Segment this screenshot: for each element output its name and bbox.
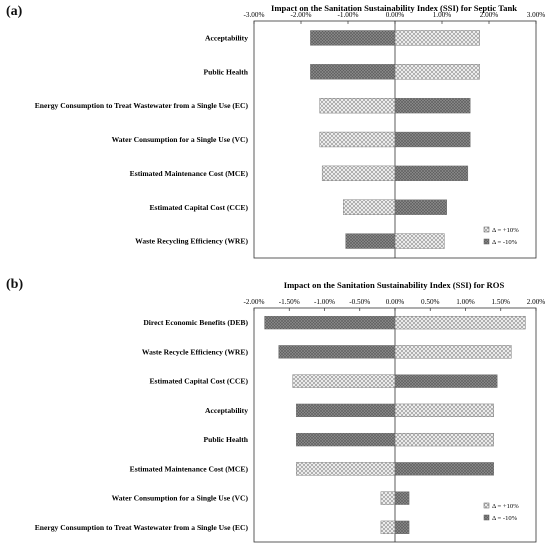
bar-minus-10	[296, 432, 396, 447]
tornado-chart-ros: Impact on the Sanitation Sustainability …	[35, 280, 546, 543]
legend-swatch	[483, 226, 490, 233]
legend-swatch	[483, 514, 490, 521]
x-tick-label: 0.50%	[421, 298, 440, 306]
category-label: Energy Consumption to Treat Wastewater f…	[35, 101, 249, 110]
x-tick-label: 3.00%	[527, 11, 546, 19]
bar-minus-10	[264, 315, 396, 330]
category-label: Estimated Maintenance Cost (MCE)	[130, 169, 249, 178]
category-label: Public Health	[203, 67, 248, 76]
panel-label-b: (b)	[6, 277, 24, 292]
x-tick-label: -2.00%	[291, 11, 312, 19]
bar-plus-10	[319, 131, 396, 148]
chart-panel-b: (b) Impact on the Sanitation Sustainabil…	[0, 273, 550, 546]
bar-minus-10	[345, 233, 396, 249]
category-label: Energy Consumption to Treat Wastewater f…	[35, 523, 249, 532]
bar-plus-10	[394, 315, 526, 330]
bar-minus-10	[310, 30, 396, 46]
bar-plus-10	[319, 97, 396, 114]
category-label: Waste Recycling Efficiency (WRE)	[135, 237, 248, 246]
bar-plus-10	[380, 520, 396, 535]
x-tick-label: 0.00%	[386, 11, 405, 19]
category-label: Waste Recycle Efficiency (WRE)	[142, 347, 249, 356]
bar-plus-10	[380, 491, 396, 505]
category-label: Water Consumption for a Single Use (VC)	[112, 494, 249, 503]
bar-plus-10	[394, 345, 512, 359]
chart-title: Impact on the Sanitation Sustainability …	[284, 280, 505, 290]
chart-title: Impact on the Sanitation Sustainability …	[271, 3, 517, 13]
x-tick-label: 0.00%	[386, 298, 405, 306]
category-label: Acceptability	[205, 406, 248, 415]
category-label: Estimated Capital Cost (CCE)	[149, 377, 248, 386]
bar-minus-10	[394, 199, 447, 215]
bar-plus-10	[394, 64, 480, 80]
category-label: Public Health	[203, 435, 248, 444]
category-label: Estimated Capital Cost (CCE)	[149, 203, 248, 212]
bar-minus-10	[394, 462, 494, 476]
bar-plus-10	[296, 462, 396, 476]
x-tick-label: 2.00%	[527, 298, 546, 306]
bar-plus-10	[394, 403, 494, 418]
bar-minus-10	[296, 403, 396, 418]
bar-minus-10	[394, 165, 469, 182]
bar-plus-10	[292, 374, 396, 388]
x-tick-label: -1.50%	[279, 298, 300, 306]
x-tick-label: -1.00%	[314, 298, 335, 306]
bar-plus-10	[321, 165, 396, 182]
bar-minus-10	[394, 97, 471, 114]
bar-plus-10	[394, 233, 445, 249]
x-tick-label: 2.00%	[480, 11, 499, 19]
x-tick-label: -2.00%	[244, 298, 265, 306]
category-label: Water Consumption for a Single Use (VC)	[112, 135, 249, 144]
bar-minus-10	[394, 131, 471, 148]
x-tick-label: 1.50%	[491, 298, 510, 306]
legend-label: Δ = -10%	[492, 239, 518, 246]
bar-plus-10	[394, 30, 480, 46]
chart-panel-a: (a) Impact on the Sanitation Sustainabil…	[6, 3, 546, 259]
category-label: Estimated Maintenance Cost (MCE)	[130, 464, 249, 473]
x-tick-label: 1.00%	[456, 298, 475, 306]
category-label: Acceptability	[205, 34, 248, 43]
category-label: Direct Economic Benefits (DEB)	[143, 318, 248, 327]
bar-minus-10	[278, 345, 396, 359]
bar-minus-10	[394, 374, 498, 388]
x-tick-label: -1.00%	[338, 11, 359, 19]
bar-minus-10	[394, 520, 410, 535]
bar-minus-10	[310, 64, 396, 80]
legend-swatch	[483, 238, 490, 245]
legend-label: Δ = +10%	[492, 227, 519, 234]
legend-label: Δ = +10%	[492, 503, 519, 510]
x-tick-label: -3.00%	[244, 11, 265, 19]
x-tick-label: 1.00%	[433, 11, 452, 19]
legend-label: Δ = -10%	[492, 515, 518, 522]
bar-plus-10	[343, 199, 396, 215]
panel-label-a: (a)	[6, 4, 23, 19]
bar-minus-10	[394, 491, 410, 505]
tornado-chart-septic-tank: Impact on the Sanitation Sustainability …	[35, 3, 546, 259]
legend-swatch	[483, 502, 490, 509]
x-tick-label: -0.50%	[349, 298, 370, 306]
bar-plus-10	[394, 432, 494, 447]
